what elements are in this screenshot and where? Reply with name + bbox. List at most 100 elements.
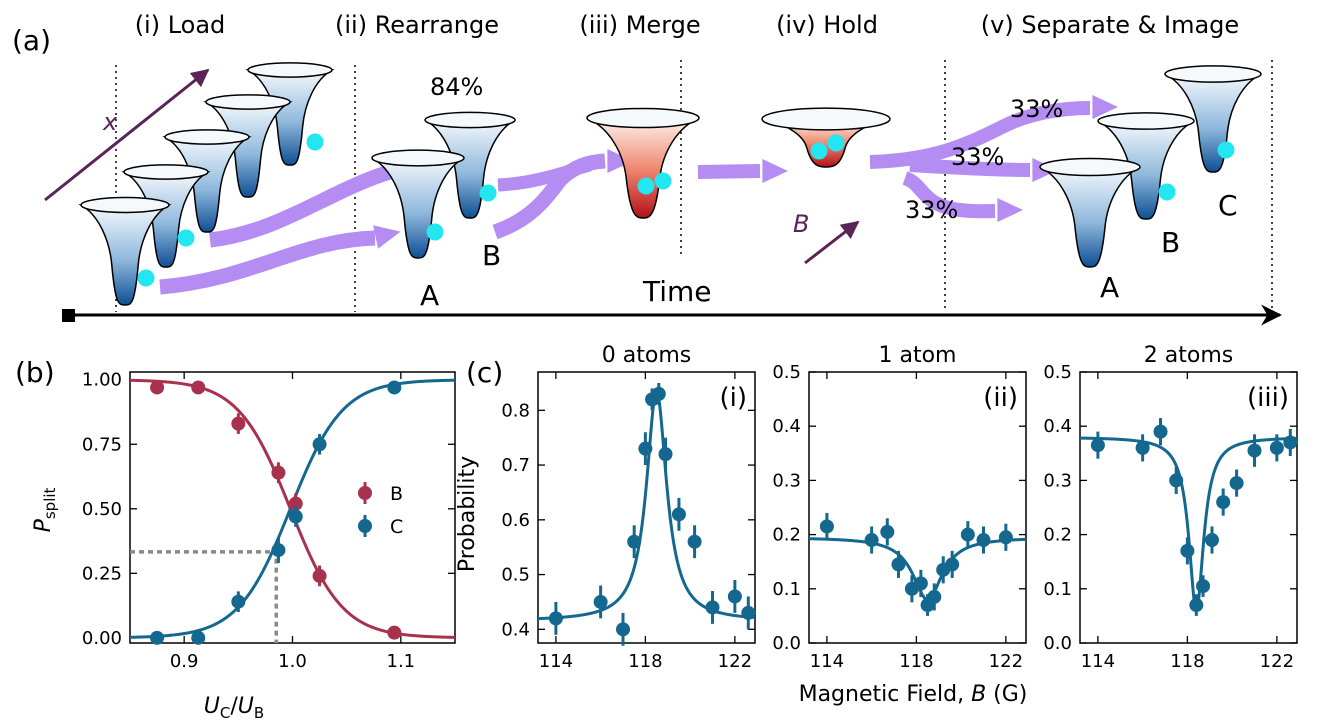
flow-band — [159, 230, 376, 295]
y-tick-label: 0.25 — [82, 563, 122, 584]
series-c-point — [150, 630, 165, 645]
potential-well — [586, 107, 700, 219]
flow-band — [697, 164, 761, 179]
data-point — [548, 611, 563, 626]
well-label-b-final: B — [1161, 226, 1180, 259]
fit-curve — [1079, 436, 1298, 614]
well-body — [1039, 166, 1141, 268]
x-arrow-label: x — [102, 108, 118, 136]
data-point — [1196, 579, 1211, 594]
atom — [479, 184, 497, 202]
well-rim — [424, 111, 516, 129]
x-tick-label: 122 — [718, 651, 752, 672]
series-c-point — [231, 594, 246, 609]
y-tick-label: 0.1 — [1043, 579, 1072, 600]
flow-arrowhead — [373, 225, 401, 249]
plot-tag: (ii) — [983, 383, 1018, 413]
data-point — [927, 589, 942, 604]
legend-entry: B — [390, 483, 403, 505]
plot-tag: (iii) — [1247, 383, 1289, 413]
well-rim — [205, 94, 291, 110]
data-point — [1090, 438, 1105, 453]
split-percent-a: 33% — [905, 196, 958, 224]
fit-curve — [537, 388, 756, 621]
data-point — [616, 622, 631, 637]
data-point — [1283, 435, 1298, 450]
flow-band — [909, 158, 1031, 177]
series-b-point — [312, 568, 327, 583]
data-point — [687, 534, 702, 549]
flow-arrowhead — [997, 198, 1023, 222]
atom — [637, 177, 655, 195]
x-tick-label: 1.1 — [387, 651, 416, 672]
plot-title: 1 atom — [879, 343, 957, 368]
atoms — [137, 133, 1235, 287]
y-tick-label: 0.0 — [1043, 633, 1072, 654]
y-tick-label: 0.3 — [1043, 470, 1072, 491]
plot-frame — [1079, 371, 1298, 644]
atom — [306, 133, 324, 151]
data-point — [671, 507, 686, 522]
series-c-point — [312, 437, 327, 452]
potential-well — [371, 149, 465, 259]
panel-a-label: (a) — [12, 24, 51, 57]
y-tick-label: 0.6 — [501, 510, 530, 531]
data-point — [1204, 533, 1219, 548]
magnetic-field-arrow — [804, 220, 860, 265]
potential-well — [1164, 65, 1262, 173]
series-b-point — [288, 496, 303, 511]
y-tick-label: 0.7 — [501, 455, 530, 476]
step-title: (iii) Merge — [579, 11, 700, 39]
well-rim — [164, 129, 250, 145]
well-label-b-rearrange: B — [482, 239, 501, 272]
atom — [1217, 141, 1235, 159]
data-point — [1153, 424, 1168, 439]
series-b-point — [191, 380, 206, 395]
well-rim — [247, 62, 333, 78]
potential-well — [1039, 157, 1141, 268]
plot-frame — [808, 371, 1027, 644]
y-tick-label: 0.5 — [501, 565, 530, 586]
atom — [654, 172, 672, 190]
data-point — [913, 576, 928, 591]
data-point — [1247, 443, 1262, 458]
data-point — [658, 447, 673, 462]
data-point — [1135, 440, 1150, 455]
flow-band — [869, 101, 1091, 169]
potential-well — [424, 111, 516, 219]
plot-title: 0 atoms — [602, 343, 691, 368]
atom — [810, 142, 828, 160]
data-point — [880, 524, 895, 539]
step-title: (i) Load — [135, 11, 226, 39]
series-b-point — [231, 416, 246, 431]
y-tick-label: 0.4 — [501, 619, 530, 640]
panel-b-label: (b) — [15, 356, 55, 389]
y-tick-label: 0.00 — [82, 628, 122, 649]
well-body — [1097, 120, 1195, 220]
well-body — [78, 204, 172, 306]
flow-band — [497, 158, 592, 192]
flow-arrowhead — [1092, 95, 1118, 119]
series-c-point — [271, 543, 286, 558]
x-tick-label: 122 — [1260, 651, 1294, 672]
well-label-c-final: C — [1218, 189, 1238, 222]
split-percent-c: 33% — [1010, 95, 1063, 123]
well-rim — [1097, 112, 1195, 130]
rearrange-percent: 84% — [430, 73, 483, 101]
well-body — [586, 117, 700, 219]
split-probability-plot: 0.9 1.0 1.1 0.00 0.25 0.50 0.75 1.00 BC — [82, 370, 456, 672]
well-rim — [586, 107, 700, 129]
data-point — [891, 557, 906, 572]
time-label: Time — [642, 275, 712, 308]
y-tick-label: 0.4 — [772, 416, 801, 437]
panel-c-ylabel: Probability — [455, 456, 480, 572]
potential-wells — [78, 62, 1262, 306]
x-axis-arrow — [44, 68, 210, 202]
x-tick-label: 114 — [810, 651, 844, 672]
atom — [1158, 183, 1176, 201]
series-c-point — [387, 380, 402, 395]
data-point — [741, 605, 756, 620]
flow-arrowhead — [607, 149, 633, 173]
